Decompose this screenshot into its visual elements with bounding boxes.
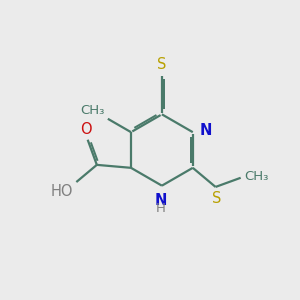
Text: N: N xyxy=(199,123,212,138)
Text: HO: HO xyxy=(51,184,74,199)
Text: S: S xyxy=(212,191,222,206)
Text: H: H xyxy=(155,202,165,215)
Text: O: O xyxy=(80,122,92,137)
Text: CH₃: CH₃ xyxy=(244,170,268,183)
Text: N: N xyxy=(154,193,167,208)
Text: S: S xyxy=(157,57,167,72)
Text: CH₃: CH₃ xyxy=(80,104,105,117)
